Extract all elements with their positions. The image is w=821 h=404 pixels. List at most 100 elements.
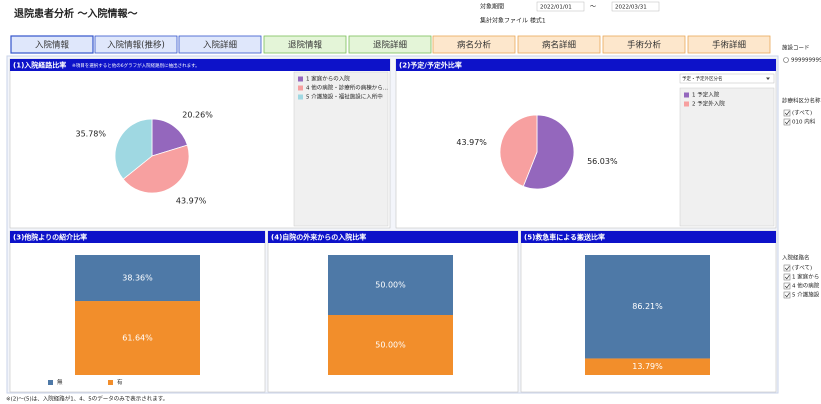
radio[interactable] xyxy=(783,57,789,63)
check-mark[interactable] xyxy=(784,283,790,289)
panel-header xyxy=(10,59,390,71)
bar-segment[interactable] xyxy=(585,358,710,375)
legend-label[interactable]: 無 xyxy=(57,378,63,386)
tab[interactable]: 手術分析 xyxy=(602,35,686,54)
check-mark[interactable] xyxy=(784,292,790,298)
tab[interactable]: 退院詳細 xyxy=(348,35,432,54)
date-from[interactable]: 2022/01/01 xyxy=(540,5,572,11)
panel-header xyxy=(521,231,776,243)
checkbox[interactable] xyxy=(783,291,791,299)
checkbox-label[interactable]: 010 内科 xyxy=(792,118,816,126)
date-to-box[interactable] xyxy=(611,1,660,12)
checkbox[interactable] xyxy=(783,264,791,272)
tab-button[interactable] xyxy=(348,35,432,54)
facility-value[interactable]: 999999999 xyxy=(791,58,821,64)
pie-slice[interactable] xyxy=(151,118,188,157)
tab[interactable]: 入院情報(推移) xyxy=(94,35,178,54)
bar-segment[interactable] xyxy=(328,315,453,375)
legend-label[interactable]: 2 予定外入院 xyxy=(692,100,725,108)
legend-swatch[interactable] xyxy=(48,380,53,385)
tab-label[interactable]: 手術分析 xyxy=(627,40,662,51)
legend-swatch[interactable] xyxy=(684,92,689,98)
tab-button[interactable] xyxy=(432,35,516,54)
tab-label[interactable]: 手術詳細 xyxy=(712,40,746,51)
tab[interactable]: 手術詳細 xyxy=(687,35,771,54)
dept-list: (すべて)010 内科 xyxy=(783,109,816,126)
tab-label[interactable]: 退院詳細 xyxy=(373,40,407,51)
checkbox[interactable] xyxy=(783,273,791,281)
bar-segment[interactable] xyxy=(585,255,710,359)
panel-header xyxy=(396,59,776,71)
check-mark[interactable] xyxy=(784,265,790,271)
bar-segment[interactable] xyxy=(75,301,200,375)
date-to[interactable]: 2022/03/31 xyxy=(615,5,647,11)
tab-label[interactable]: 入院情報 xyxy=(35,40,70,51)
legend-swatch[interactable] xyxy=(684,101,689,107)
legend-label[interactable]: 4 他の病院・診療所の病棟から... xyxy=(306,84,388,92)
tab[interactable]: 病名分析 xyxy=(432,35,516,54)
tab[interactable]: 入院詳細 xyxy=(178,35,262,54)
checkbox-label[interactable]: (すべて) xyxy=(792,265,812,272)
bar-label: 13.79% xyxy=(632,362,663,371)
tab-button[interactable] xyxy=(94,35,178,54)
tab-button[interactable] xyxy=(602,35,686,54)
tab-button[interactable] xyxy=(517,35,601,54)
check-mark[interactable] xyxy=(784,110,790,116)
pie-slice[interactable] xyxy=(114,118,153,180)
checkbox-label[interactable]: 4 他の病院 xyxy=(792,282,820,290)
legend-label[interactable]: 5 介護施設・福祉施設に入所中 xyxy=(306,93,383,101)
tab-button[interactable] xyxy=(687,35,771,54)
legend-box xyxy=(293,71,389,227)
panel-note: ※項目を選択すると他の6グラフが入院経路別に抽出されます。 xyxy=(72,62,200,69)
dept-label: 診療科区分名称 xyxy=(782,97,821,105)
panel-title: (1)入院経路比率 xyxy=(13,61,66,70)
legend-label[interactable]: 1 家庭からの入院 xyxy=(306,75,350,83)
checkbox[interactable] xyxy=(783,109,791,117)
pie-slice[interactable] xyxy=(122,144,190,194)
tab-button[interactable] xyxy=(10,35,94,54)
panel-title: (2)予定/予定外比率 xyxy=(399,61,462,70)
pie-slice[interactable] xyxy=(522,114,575,190)
legend-label[interactable]: 1 予定入院 xyxy=(692,91,720,99)
check-mark[interactable] xyxy=(784,274,790,280)
checkbox-label[interactable]: (すべて) xyxy=(792,110,812,117)
tab-label[interactable]: 病名分析 xyxy=(457,40,492,51)
slice-label: 43.97% xyxy=(176,197,207,206)
bar-label: 50.00% xyxy=(375,281,406,290)
legend-label[interactable]: 有 xyxy=(117,378,123,386)
tab-label[interactable]: 病名詳細 xyxy=(542,40,576,51)
checkbox[interactable] xyxy=(783,282,791,290)
bar-label: 50.00% xyxy=(375,341,406,350)
slice-label: 43.97% xyxy=(456,138,487,147)
tab[interactable]: 入院情報 xyxy=(10,35,94,54)
period-label: 対象期間 xyxy=(480,3,504,11)
dropdown[interactable] xyxy=(679,73,775,84)
legend-swatch[interactable] xyxy=(298,85,303,91)
panel-header xyxy=(268,231,518,243)
bar-segment[interactable] xyxy=(75,255,200,302)
bar-segment[interactable] xyxy=(328,255,453,315)
tab-button[interactable] xyxy=(178,35,262,54)
checkbox-label[interactable]: 5 介護施設 xyxy=(792,291,820,299)
legend-swatch[interactable] xyxy=(298,94,303,100)
file-label: 集計対象ファイル 様式1 xyxy=(480,17,546,25)
tab-label[interactable]: 退院情報 xyxy=(288,40,323,51)
dropdown-arrow[interactable] xyxy=(766,77,770,81)
tab[interactable]: 病名詳細 xyxy=(517,35,601,54)
legend-box xyxy=(679,87,775,227)
tab-label[interactable]: 入院詳細 xyxy=(203,40,237,51)
pie-slice[interactable] xyxy=(499,114,538,187)
legend-swatch[interactable] xyxy=(298,76,303,82)
dropdown-label[interactable]: 予定・予定外区分名 xyxy=(682,75,723,82)
date-from-box[interactable] xyxy=(536,1,585,12)
bar-label: 38.36% xyxy=(122,274,153,283)
tab[interactable]: 退院情報 xyxy=(263,35,347,54)
legend-swatch[interactable] xyxy=(108,380,113,385)
tab-label[interactable]: 入院情報(推移) xyxy=(107,40,165,51)
checkbox[interactable] xyxy=(783,118,791,126)
page-title: 退院患者分析 ～入院情報～ xyxy=(14,7,137,20)
check-mark[interactable] xyxy=(784,119,790,125)
checkbox-label[interactable]: 1 家庭から xyxy=(792,273,819,281)
tab-button[interactable] xyxy=(263,35,347,54)
